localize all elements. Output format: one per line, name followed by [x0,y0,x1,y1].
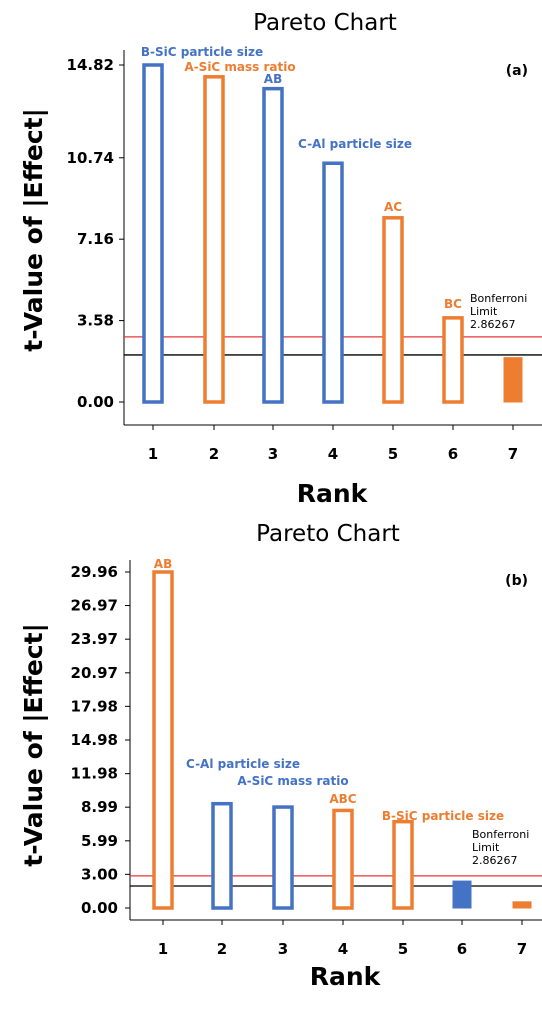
y-tick-label: 14.82 [67,56,114,74]
bar-label: AB [154,557,172,571]
bar-rank-7 [503,357,523,403]
y-tick-label: 3.58 [77,312,114,330]
bar-rank-6 [442,316,464,404]
x-tick-label: 4 [338,940,348,958]
x-tick-label: 6 [457,940,467,958]
bar-rank-4 [322,161,344,404]
bar-rank-4 [332,808,354,910]
y-tick-label: 20.97 [71,664,118,682]
bar-label: A-SiC mass ratio [184,60,295,74]
limit-label-line: Limit [470,305,498,318]
bar-rank-5 [392,819,414,910]
bar-rank-3 [272,805,294,910]
y-tick-label: 8.99 [81,798,118,816]
x-tick-label: 1 [148,445,158,463]
chart-b-y-axis-label: t-Value of |Effect| [19,623,48,866]
chart-b-title: Pareto Chart [256,521,400,547]
bar-rank-3 [262,86,284,404]
chart-b-x-axis-label: Rank [310,962,382,991]
bar-label: AC [384,200,402,214]
y-tick-label: 14.98 [71,731,118,749]
chart-b: Pareto Chart t-Value of |Effect| Rank (b… [19,521,542,991]
chart-a: Pareto Chart t-Value of |Effect| Rank (a… [19,10,542,508]
x-tick-label: 5 [388,445,398,463]
bar-label: AB [264,72,282,86]
x-tick-label: 7 [508,445,518,463]
bar-rank-1 [142,63,164,404]
x-tick-label: 1 [158,940,168,958]
y-tick-label: 17.98 [71,697,118,715]
y-tick-label: 29.96 [71,563,118,581]
bar-rank-1 [152,570,174,910]
limit-label-line: Bonferroni [470,292,527,305]
chart-b-panel-label: (b) [505,573,528,589]
bar-rank-2 [211,801,233,910]
bar-label: BC [444,297,462,311]
bar-rank-6 [452,880,472,909]
chart-a-x-axis-label: Rank [297,479,369,508]
y-tick-label: 0.00 [77,393,114,411]
x-tick-label: 3 [278,940,288,958]
y-tick-label: 0.00 [81,899,118,917]
limit-label-line: Bonferroni [472,828,529,841]
chart-a-y-axis-label: t-Value of |Effect| [19,108,48,351]
bar-rank-5 [382,216,404,404]
x-tick-label: 7 [517,940,527,958]
y-tick-label: 23.97 [71,630,118,648]
y-tick-label: 3.00 [81,865,118,883]
y-tick-label: 11.98 [71,765,118,783]
y-tick-label: 5.99 [81,832,118,850]
chart-a-title: Pareto Chart [253,10,397,36]
limit-label-line: 2.86267 [472,854,518,867]
bar-label: A-SiC mass ratio [237,774,348,788]
bar-label: C-Al particle size [186,757,300,771]
y-tick-label: 10.74 [67,149,114,167]
y-tick-label: 7.16 [77,230,114,248]
x-tick-label: 5 [398,940,408,958]
limit-label-line: 2.86267 [470,318,516,331]
bar-rank-7 [512,901,532,909]
x-tick-label: 2 [217,940,227,958]
x-tick-label: 4 [328,445,338,463]
x-tick-label: 2 [209,445,219,463]
limit-label-line: Limit [472,841,500,854]
bar-label: B-SiC particle size [141,45,263,59]
bar-label: ABC [329,792,356,806]
x-tick-label: 3 [268,445,278,463]
x-tick-label: 6 [448,445,458,463]
bar-rank-2 [203,75,225,404]
bar-label: B-SiC particle size [382,809,504,823]
bar-label: C-Al particle size [298,137,412,151]
chart-a-panel-label: (a) [506,63,528,79]
y-tick-label: 26.97 [71,597,118,615]
